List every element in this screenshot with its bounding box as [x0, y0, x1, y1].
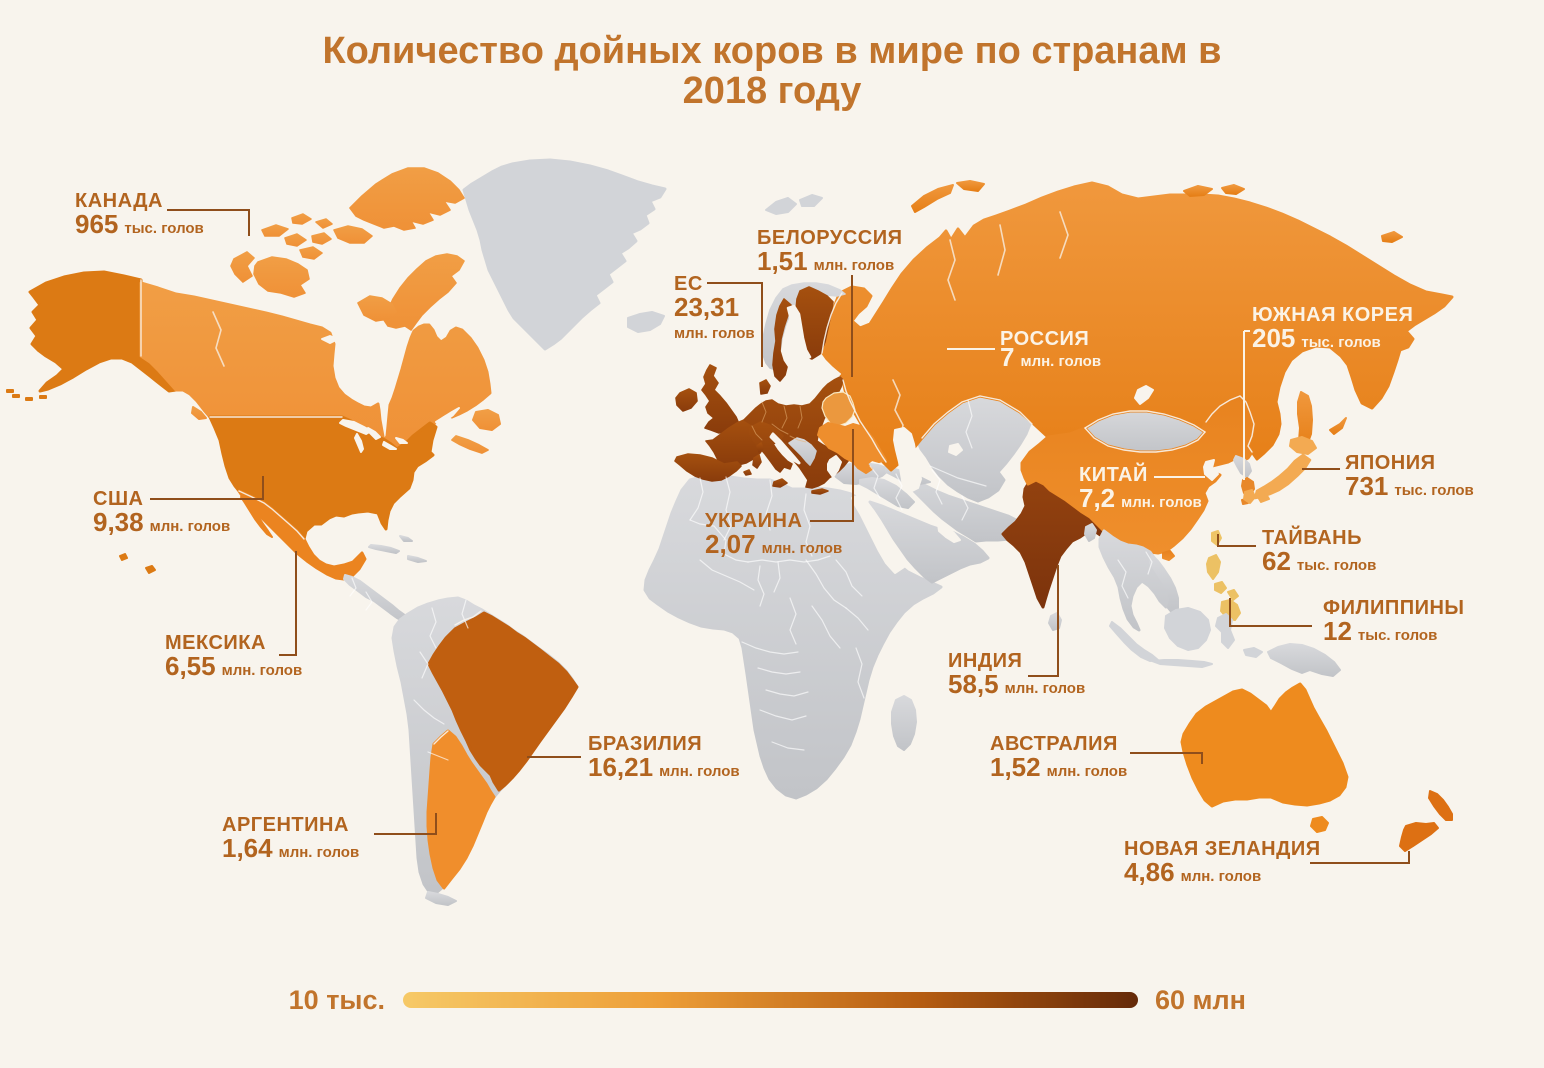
svg-text:ТАЙВАНЬ: ТАЙВАНЬ	[1262, 525, 1362, 549]
svg-text:КАНАДА: КАНАДА	[75, 190, 163, 212]
svg-text:23,31: 23,31	[674, 292, 739, 322]
svg-text:РОССИЯ: РОССИЯ	[1000, 328, 1089, 350]
svg-text:ФИЛИППИНЫ: ФИЛИППИНЫ	[1323, 597, 1465, 619]
svg-text:АВСТРАЛИЯ: АВСТРАЛИЯ	[990, 733, 1118, 755]
svg-text:Количество дойных коров в мире: Количество дойных коров в мире по страна…	[322, 30, 1221, 72]
svg-text:ЯПОНИЯ: ЯПОНИЯ	[1345, 452, 1436, 474]
svg-text:2018 году: 2018 году	[683, 70, 862, 112]
svg-text:МЕКСИКА: МЕКСИКА	[165, 632, 266, 654]
svg-text:БЕЛОРУССИЯ: БЕЛОРУССИЯ	[757, 227, 902, 249]
svg-text:УКРАИНА: УКРАИНА	[705, 510, 802, 532]
svg-text:60 млн: 60 млн	[1155, 985, 1246, 1015]
svg-text:10 тыс.: 10 тыс.	[289, 985, 385, 1015]
svg-text:АРГЕНТИНА: АРГЕНТИНА	[222, 814, 349, 836]
svg-text:млн. голов: млн. голов	[674, 325, 755, 342]
svg-text:ИНДИЯ: ИНДИЯ	[948, 650, 1022, 672]
svg-text:КИТАЙ: КИТАЙ	[1079, 462, 1148, 486]
svg-text:ЕС: ЕС	[674, 273, 703, 295]
svg-text:НОВАЯ ЗЕЛАНДИЯ: НОВАЯ ЗЕЛАНДИЯ	[1124, 838, 1321, 860]
svg-text:США: США	[93, 488, 143, 510]
svg-text:БРАЗИЛИЯ: БРАЗИЛИЯ	[588, 733, 702, 755]
svg-text:ЮЖНАЯ КОРЕЯ: ЮЖНАЯ КОРЕЯ	[1252, 304, 1413, 326]
